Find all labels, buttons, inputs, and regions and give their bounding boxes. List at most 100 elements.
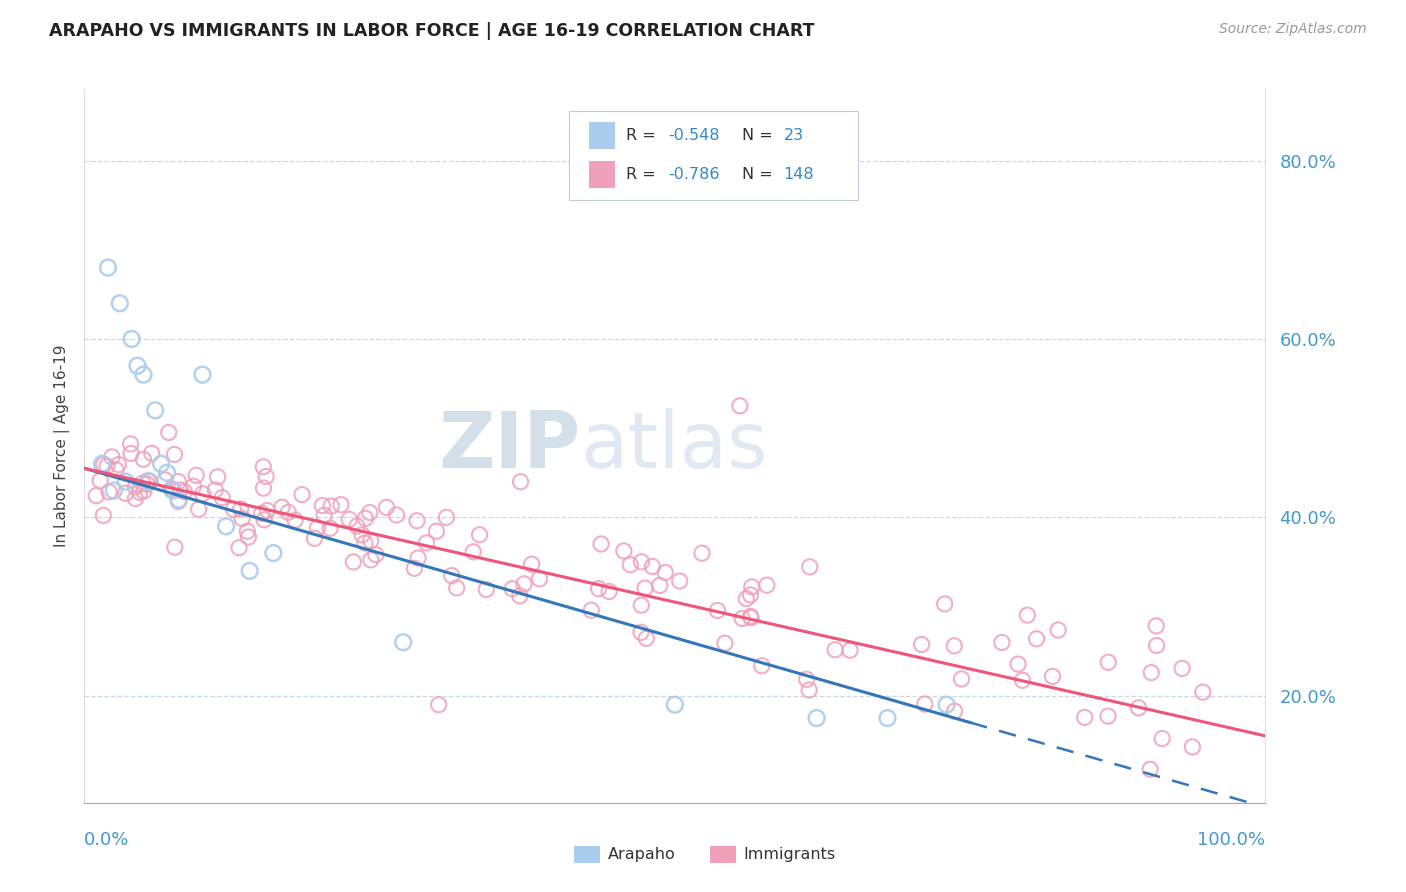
Point xyxy=(468,527,491,541)
Point xyxy=(690,546,713,560)
Point xyxy=(104,463,127,477)
Point xyxy=(156,466,179,480)
Point xyxy=(731,611,754,625)
Point xyxy=(222,502,245,516)
Point xyxy=(839,643,862,657)
Text: Immigrants: Immigrants xyxy=(744,847,835,862)
Point xyxy=(239,564,262,578)
Point xyxy=(103,483,125,498)
Point xyxy=(797,683,820,698)
Point xyxy=(138,475,160,489)
Point xyxy=(271,500,294,515)
Point xyxy=(352,528,374,542)
Point xyxy=(191,368,214,382)
Point xyxy=(630,555,652,569)
Point xyxy=(253,513,276,527)
Point xyxy=(114,486,136,500)
Point xyxy=(128,485,150,500)
Point xyxy=(404,561,426,575)
Point xyxy=(641,559,664,574)
Point xyxy=(943,639,966,653)
Point xyxy=(513,577,536,591)
Text: 148: 148 xyxy=(783,168,814,182)
Point xyxy=(755,578,778,592)
Point xyxy=(91,457,114,471)
Point xyxy=(509,475,531,489)
Point xyxy=(648,578,671,592)
Point xyxy=(98,484,121,499)
Point xyxy=(914,697,936,711)
Point xyxy=(132,476,155,491)
Text: ARAPAHO VS IMMIGRANTS IN LABOR FORCE | AGE 16-19 CORRELATION CHART: ARAPAHO VS IMMIGRANTS IN LABOR FORCE | A… xyxy=(49,22,814,40)
Point xyxy=(136,477,159,491)
Point xyxy=(934,597,956,611)
Point xyxy=(162,483,184,498)
Point xyxy=(1152,731,1174,746)
Point xyxy=(385,508,408,522)
Point xyxy=(991,635,1014,649)
Point xyxy=(741,580,763,594)
Point xyxy=(120,437,142,451)
Point xyxy=(84,489,107,503)
Point xyxy=(501,582,523,596)
Point xyxy=(634,581,657,595)
Text: Source: ZipAtlas.com: Source: ZipAtlas.com xyxy=(1219,22,1367,37)
Point xyxy=(353,536,375,550)
Point xyxy=(231,511,253,525)
Point xyxy=(950,672,973,686)
Text: N =: N = xyxy=(742,128,778,143)
Point xyxy=(664,698,686,712)
Text: N =: N = xyxy=(742,168,778,182)
Point xyxy=(160,482,183,496)
Point xyxy=(588,582,610,596)
Point xyxy=(321,499,343,513)
Point xyxy=(204,483,226,497)
Point xyxy=(706,603,728,617)
Point xyxy=(1017,608,1039,623)
Point xyxy=(360,533,382,548)
Point xyxy=(509,589,531,603)
Point xyxy=(167,494,190,508)
Point xyxy=(529,572,551,586)
Point xyxy=(342,555,364,569)
Bar xyxy=(575,846,600,863)
Point xyxy=(132,484,155,499)
Point xyxy=(1047,623,1070,637)
Point xyxy=(598,584,620,599)
Point xyxy=(740,609,762,624)
Point xyxy=(101,450,124,464)
Point xyxy=(1042,669,1064,683)
Text: atlas: atlas xyxy=(581,408,768,484)
Point xyxy=(228,541,250,555)
Point xyxy=(824,642,846,657)
Point xyxy=(1171,661,1194,675)
Point xyxy=(284,513,307,527)
Point xyxy=(910,638,932,652)
Point xyxy=(751,658,773,673)
Text: -0.786: -0.786 xyxy=(668,168,720,182)
Point xyxy=(425,524,447,539)
Point xyxy=(1073,710,1095,724)
Point xyxy=(463,545,485,559)
Point xyxy=(314,508,336,523)
Point xyxy=(141,446,163,460)
Point xyxy=(250,507,273,521)
Point xyxy=(157,425,180,440)
Point xyxy=(446,581,468,595)
Point xyxy=(364,548,387,562)
Point xyxy=(668,574,690,588)
Point xyxy=(1011,673,1033,688)
Point xyxy=(252,481,274,495)
Point xyxy=(475,582,498,597)
Point xyxy=(1144,619,1167,633)
Point xyxy=(319,521,342,535)
Point xyxy=(406,551,429,566)
Point xyxy=(304,532,326,546)
Point xyxy=(163,540,186,554)
Point xyxy=(591,537,613,551)
Point xyxy=(262,546,284,560)
Point xyxy=(127,359,149,373)
Point xyxy=(186,468,208,483)
Point xyxy=(173,484,195,499)
Point xyxy=(163,447,186,461)
